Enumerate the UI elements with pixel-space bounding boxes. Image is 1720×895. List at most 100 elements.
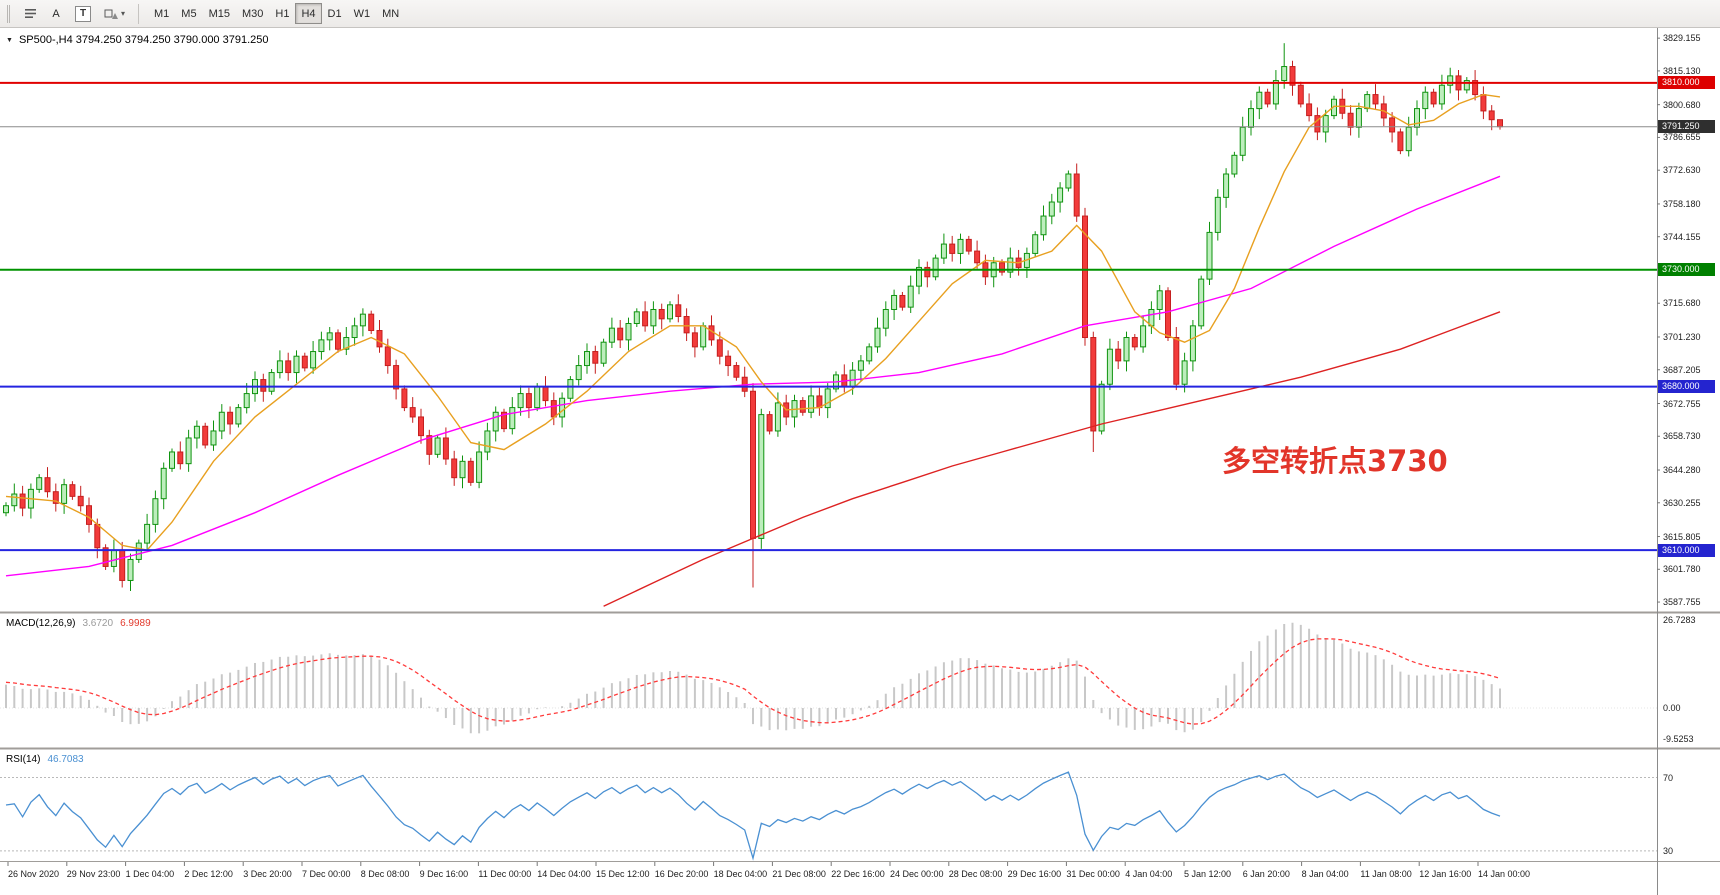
candle <box>1297 84 1304 105</box>
candle <box>691 332 698 348</box>
timeframe-d1-button[interactable]: D1 <box>322 3 348 24</box>
timeframe-w1-button[interactable]: W1 <box>348 3 377 24</box>
time-axis[interactable]: 26 Nov 2020 29 Nov 23:00 1 Dec 04:00 2 Dec … <box>0 862 1657 895</box>
candle <box>1165 290 1171 339</box>
candle <box>1389 117 1396 133</box>
time-axis-label: 11 Dec 00:00 <box>478 869 532 879</box>
time-axis-label: 5 Jan 12:00 <box>1184 869 1232 879</box>
candle <box>484 430 491 453</box>
chart-symbol-ohlc-label: ▼ SP500-,H4 3794.250 3794.250 3790.000 3… <box>6 34 269 46</box>
candle <box>849 369 856 388</box>
axis-label: 3644.280 <box>1663 465 1701 476</box>
candle <box>110 549 117 567</box>
chart-plot[interactable] <box>0 28 1720 895</box>
candle <box>766 414 773 432</box>
shapes-tool-button[interactable]: ▾ <box>98 3 131 24</box>
candle <box>974 250 981 264</box>
candle <box>285 360 292 374</box>
candle <box>1156 290 1163 310</box>
axis-label: 3715.680 <box>1663 298 1701 309</box>
time-axis-label: 4 Jan 04:00 <box>1125 869 1173 879</box>
candle <box>393 365 400 390</box>
candle <box>824 388 831 409</box>
text-tool-button[interactable]: T <box>69 3 97 24</box>
timeframe-mn-button[interactable]: MN <box>376 3 405 24</box>
candle <box>235 407 242 425</box>
candle <box>1422 91 1429 110</box>
timeframe-m5-button[interactable]: M5 <box>175 3 202 24</box>
time-axis-label: 12 Jan 16:00 <box>1419 869 1472 879</box>
candle <box>916 266 922 287</box>
charts-list-button[interactable] <box>18 3 43 24</box>
candle <box>1264 91 1271 105</box>
cursor-tool-label: A <box>52 7 60 20</box>
candle <box>584 351 590 367</box>
time-axis-label: 14 Dec 04:00 <box>537 869 591 879</box>
candle <box>19 493 26 509</box>
axis-label: 3772.630 <box>1663 165 1701 176</box>
candle <box>633 311 640 325</box>
timeframe-h1-button[interactable]: H1 <box>269 3 295 24</box>
toolbar-drag-handle[interactable] <box>7 4 13 23</box>
candle <box>949 243 956 254</box>
timeframe-h4-button[interactable]: H4 <box>295 3 322 24</box>
time-axis-label: 6 Jan 20:00 <box>1242 869 1290 879</box>
candle <box>69 484 76 497</box>
candle <box>343 337 350 350</box>
candle <box>61 484 68 504</box>
candle <box>559 397 566 418</box>
price-axis[interactable]: 3829.155 3815.130 3800.680 3786.655 3772.630… <box>1658 28 1720 895</box>
candle <box>77 495 84 507</box>
candle <box>650 308 657 327</box>
candle <box>874 327 881 348</box>
time-axis-label: 3 Dec 20:00 <box>243 869 292 879</box>
chart-annotation-text[interactable]: 多空转折点3730 <box>1222 444 1448 478</box>
axis-label: 3815.130 <box>1663 65 1701 76</box>
candle <box>600 341 607 364</box>
candle <box>1472 80 1479 96</box>
axis-label: 26.7283 <box>1663 615 1696 625</box>
candle <box>924 266 931 278</box>
candle <box>517 393 524 409</box>
timeframe-m1-button[interactable]: M1 <box>148 3 175 24</box>
candle <box>326 332 333 341</box>
candle <box>932 257 939 278</box>
candle <box>534 386 541 409</box>
candle <box>1430 91 1437 105</box>
timeframe-m15-button[interactable]: M15 <box>203 3 236 24</box>
time-axis-label: 8 Jan 04:00 <box>1301 869 1349 879</box>
time-axis-label: 31 Dec 00:00 <box>1066 869 1120 879</box>
time-axis-label: 24 Dec 00:00 <box>890 869 944 879</box>
candle <box>592 351 599 364</box>
candle <box>658 308 665 320</box>
axis-label: 3601.780 <box>1663 564 1701 575</box>
candle <box>1032 234 1039 254</box>
candle <box>193 425 200 439</box>
time-axis-label: 2 Dec 12:00 <box>184 869 233 879</box>
symbol-dropdown-icon[interactable]: ▼ <box>6 36 13 44</box>
candle <box>642 311 649 327</box>
candle <box>617 327 624 341</box>
ma-mid-line <box>5 175 1501 577</box>
candle <box>1322 115 1329 133</box>
candle <box>492 411 499 432</box>
candle <box>725 355 732 367</box>
cursor-tool-button[interactable]: A <box>44 3 68 24</box>
candle <box>1140 325 1147 348</box>
candle <box>550 400 557 418</box>
candle <box>525 393 532 409</box>
candle <box>276 360 283 374</box>
timeframe-group: M1 M5 M15 M30 H1 H4 D1 W1 MN <box>148 3 405 24</box>
candle <box>368 313 375 332</box>
candle <box>940 243 947 259</box>
candle <box>1189 325 1196 362</box>
text-tool-label: T <box>75 5 91 22</box>
price-badge: 3610.000 <box>1658 543 1715 557</box>
time-axis-label: 29 Nov 23:00 <box>66 869 121 879</box>
candle <box>127 558 134 581</box>
time-axis-label: 18 Dec 04:00 <box>713 869 768 879</box>
candle <box>1314 115 1321 133</box>
candle <box>1082 215 1088 339</box>
timeframe-m30-button[interactable]: M30 <box>236 3 269 24</box>
candle <box>1397 131 1404 152</box>
